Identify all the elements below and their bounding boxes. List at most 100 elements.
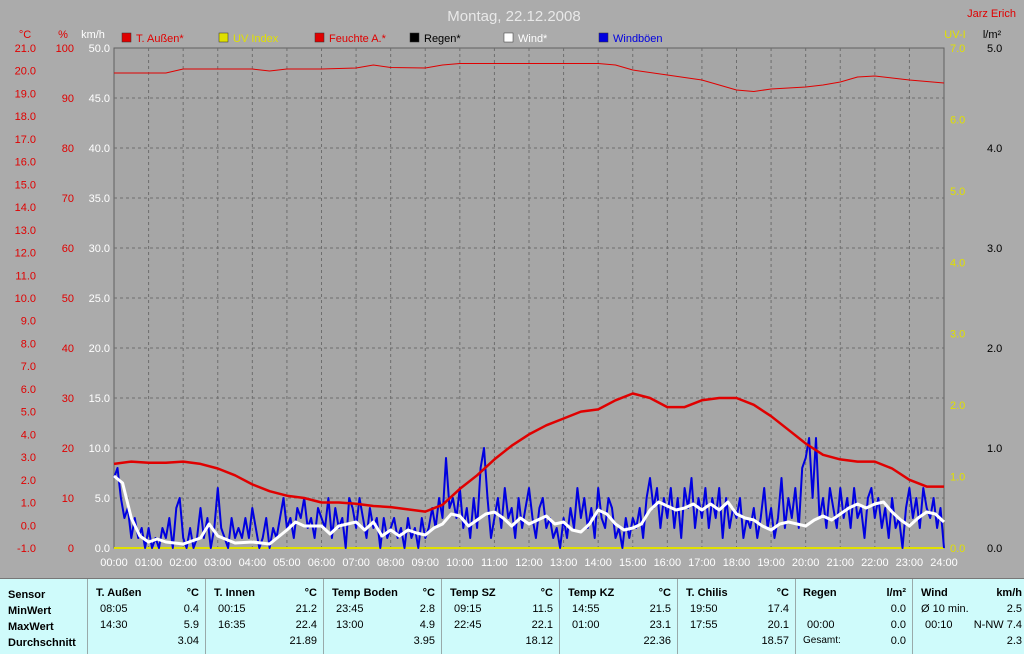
stats-rain-total-value: 0.0 (890, 635, 906, 647)
humidity-axis-tick: 20 (62, 443, 74, 455)
stats-unit: °C (304, 587, 317, 599)
humidity-axis-tick: 80 (62, 143, 74, 155)
wind-avg-series-line (113, 474, 946, 546)
stats-unit: °C (186, 587, 199, 599)
wind-gust-series-line (113, 437, 945, 549)
max-label: MaxWert (8, 621, 54, 633)
sensor-header: Sensor (8, 589, 46, 601)
stats-max-time: 14:30 (100, 619, 128, 631)
humidity-axis-unit: % (58, 29, 68, 41)
temp-outside-series-line (113, 392, 944, 513)
stats-sensor-name: Temp Boden (332, 587, 398, 599)
avg-label: Durchschnitt (8, 637, 76, 649)
x-axis-tick: 06:00 (308, 557, 336, 569)
stats-max-value: 22.1 (531, 619, 553, 631)
stats-unit: °C (658, 587, 671, 599)
stats-column-wind: Wind km/h Ø 10 min. 2.5 00:10 N-NW 7.4 2… (913, 579, 1024, 654)
x-axis-tick: 03:00 (204, 557, 232, 569)
stats-max-value: 4.9 (419, 619, 435, 631)
stats-max-time: 22:45 (454, 619, 482, 631)
stats-min-value: 11.5 (532, 603, 553, 615)
legend-label: Wind* (518, 33, 548, 45)
stats-label-column: Sensor MinWert MaxWert Durchschnitt (0, 579, 88, 654)
stats-min-time: 23:45 (336, 603, 364, 615)
uv-axis-unit: UV-I (944, 29, 965, 41)
grid (114, 48, 944, 548)
x-axis-tick: 12:00 (515, 557, 543, 569)
uv-axis-tick: 5.0 (950, 186, 965, 198)
temp-axis-tick: 19.0 (15, 88, 36, 100)
stats-min-value: 0.4 (183, 603, 199, 615)
x-axis-tick: 04:00 (239, 557, 267, 569)
x-axis-tick: 10:00 (446, 557, 474, 569)
temp-axis-tick: 7.0 (21, 361, 36, 373)
x-axis-tick: 15:00 (619, 557, 647, 569)
stats-max-time: 16:35 (218, 619, 246, 631)
legend-swatch (314, 32, 325, 43)
stats-rain-time-2: 00:00 (807, 619, 835, 631)
temp-axis-tick: 18.0 (15, 111, 36, 123)
stats-wind-max-time: 00:10 (925, 619, 953, 631)
temp-axis-tick: 15.0 (15, 179, 36, 191)
humidity-axis-tick: 70 (62, 193, 74, 205)
legend: T. Außen* UV Index Feuchte A.* Regen* Wind* W… (121, 32, 663, 45)
uv-axis-tick: 3.0 (950, 329, 965, 341)
stats-min-value: 17.4 (767, 603, 789, 615)
humidity-axis-tick: 30 (62, 393, 74, 405)
legend-label: T. Außen* (136, 33, 184, 45)
stats-avg-value: 18.12 (525, 635, 553, 647)
stats-max-value: 22.4 (295, 619, 317, 631)
stats-column: Temp SZ °C 09:15 11.5 22:45 22.1 18.12 (442, 579, 560, 654)
legend-label: UV Index (233, 33, 279, 45)
stats-min-value: 21.2 (295, 603, 317, 615)
stats-max-time: 17:55 (690, 619, 718, 631)
legend-swatch (503, 32, 514, 43)
stats-min-time: 14:55 (572, 603, 600, 615)
stats-avg-value: 22.36 (643, 635, 671, 647)
chart-title: Montag, 22.12.2008 (447, 8, 580, 25)
stats-rain-value-1: 0.0 (890, 603, 906, 615)
stats-max-time: 01:00 (572, 619, 600, 631)
temp-axis-tick: 4.0 (21, 429, 36, 441)
temp-axis-unit: °C (19, 29, 31, 41)
rain-axis-tick: 1.0 (987, 443, 1002, 455)
x-axis-tick: 17:00 (688, 557, 716, 569)
stats-min-time: 08:05 (100, 603, 128, 615)
stats-unit: °C (776, 587, 789, 599)
wind-axis-tick: 35.0 (89, 193, 110, 205)
stats-column-rain: Regen l/m² 0.0 00:00 0.0 Gesamt: 0.0 (795, 579, 913, 654)
temp-axis-tick: 5.0 (21, 407, 36, 419)
temp-axis-tick: 21.0 (15, 43, 36, 55)
legend-label: Feuchte A.* (329, 33, 387, 45)
uv-axis-tick: 4.0 (950, 257, 965, 269)
x-axis-tick: 18:00 (723, 557, 751, 569)
stats-min-time: 09:15 (454, 603, 482, 615)
temp-axis-tick: 11.0 (15, 270, 36, 282)
stats-min-time: 00:15 (218, 603, 246, 615)
wind-axis-tick: 50.0 (89, 43, 110, 55)
stats-avg-value: 3.04 (177, 635, 199, 647)
temp-axis-tick: 13.0 (15, 225, 36, 237)
legend-swatch (598, 32, 609, 43)
stats-unit: °C (540, 587, 553, 599)
x-axis-tick: 20:00 (792, 557, 820, 569)
stats-avg-value: 21.89 (289, 635, 317, 647)
stats-rain-name: Regen (803, 587, 837, 599)
stats-column: Temp KZ °C 14:55 21.5 01:00 23.1 22.36 (560, 579, 678, 654)
legend-label: Regen* (424, 33, 461, 45)
stats-rain-total-label: Gesamt: (803, 635, 841, 646)
humidity-axis-tick: 0 (68, 543, 74, 555)
legend-label: Windböen (613, 33, 663, 45)
x-axis-tick: 24:00 (930, 557, 958, 569)
wind-axis-tick: 40.0 (89, 143, 110, 155)
stats-rain-value-2: 0.0 (890, 619, 906, 631)
stats-wind-name: Wind (921, 587, 948, 599)
rain-axis-tick: 0.0 (987, 543, 1002, 555)
temp-axis-tick: 6.0 (21, 384, 36, 396)
x-axis-tick: 07:00 (342, 557, 370, 569)
x-axis-tick: 02:00 (169, 557, 197, 569)
wind-axis-tick: 10.0 (89, 443, 110, 455)
legend-swatch (121, 32, 132, 43)
temp-axis-tick: 2.0 (21, 475, 36, 487)
temp-axis-tick: 20.0 (15, 66, 36, 78)
